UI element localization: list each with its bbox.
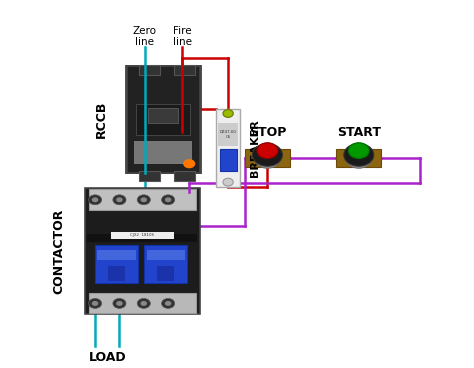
Bar — [89, 189, 196, 210]
Bar — [157, 266, 174, 281]
Bar — [337, 149, 381, 167]
Circle shape — [162, 195, 175, 205]
Circle shape — [255, 149, 281, 168]
Bar — [245, 149, 290, 167]
Circle shape — [116, 197, 123, 202]
Bar — [137, 103, 190, 135]
Bar — [89, 293, 196, 313]
Circle shape — [165, 301, 172, 306]
Circle shape — [257, 143, 278, 158]
Circle shape — [89, 298, 101, 308]
Circle shape — [92, 301, 98, 306]
Circle shape — [137, 298, 150, 308]
Bar — [148, 108, 178, 123]
Bar — [218, 123, 238, 146]
Bar — [97, 250, 136, 260]
Bar — [108, 266, 125, 281]
Bar — [85, 188, 200, 314]
Bar — [127, 67, 200, 173]
Circle shape — [113, 195, 126, 205]
Text: Fire
line: Fire line — [173, 26, 191, 47]
Bar — [87, 234, 197, 243]
Bar — [134, 141, 192, 164]
Bar — [216, 109, 240, 187]
Bar — [146, 250, 185, 260]
Circle shape — [183, 159, 195, 168]
Bar — [174, 171, 195, 181]
Circle shape — [89, 195, 101, 205]
Circle shape — [116, 301, 123, 306]
Text: RCCB: RCCB — [95, 101, 108, 138]
Circle shape — [223, 178, 233, 186]
Bar — [125, 65, 202, 174]
Bar — [219, 149, 237, 171]
Text: DZ47-60
C6: DZ47-60 C6 — [219, 130, 237, 139]
Bar — [110, 232, 174, 239]
Bar — [95, 245, 138, 283]
Bar — [138, 65, 160, 75]
Circle shape — [113, 298, 126, 308]
Text: BREAKER: BREAKER — [250, 119, 260, 177]
Bar — [144, 245, 187, 283]
Circle shape — [253, 144, 283, 166]
Text: STOP: STOP — [249, 126, 286, 139]
Circle shape — [165, 197, 172, 202]
Circle shape — [137, 195, 150, 205]
Circle shape — [344, 144, 374, 166]
Text: Zero
line: Zero line — [133, 26, 157, 47]
Circle shape — [348, 143, 369, 158]
Text: CONTACTOR: CONTACTOR — [53, 209, 65, 294]
Bar — [138, 171, 160, 181]
Circle shape — [346, 149, 372, 168]
Circle shape — [140, 197, 147, 202]
Circle shape — [162, 298, 175, 308]
Circle shape — [92, 197, 98, 202]
Circle shape — [140, 301, 147, 306]
Circle shape — [223, 110, 233, 117]
Text: LOAD: LOAD — [89, 351, 126, 364]
Bar — [174, 65, 195, 75]
Text: CJX2  1810S: CJX2 1810S — [130, 233, 154, 237]
Text: START: START — [337, 126, 381, 139]
